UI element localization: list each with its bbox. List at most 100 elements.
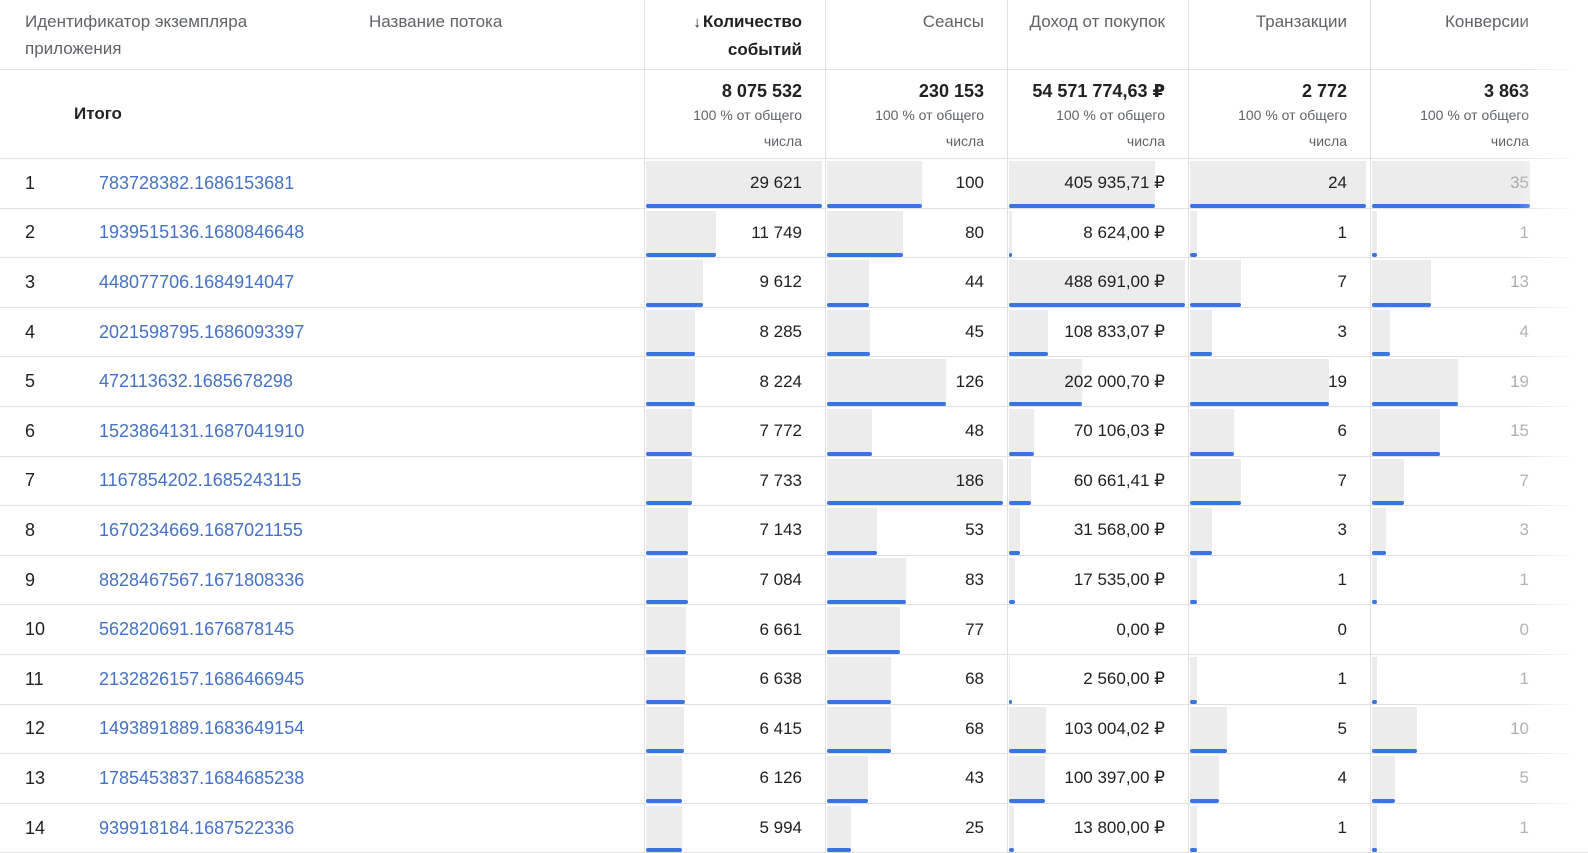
app-instance-id-link[interactable]: 1939515136.1680846648 [99,222,305,243]
cell-transactions: 3 [1188,307,1370,357]
col-header-purchase-revenue[interactable]: Доход от покупок [1007,0,1188,69]
cell-value: 3 [1519,520,1529,540]
app-instance-id-link[interactable]: 448077706.1684914047 [99,271,295,292]
value-bar-line [1372,798,1395,803]
cell-sessions: 83 [825,555,1007,605]
total-transactions: 2 772 100 % от общего числа [1188,70,1370,158]
cell-purchase-revenue: 17 535,00 ₽ [1007,555,1188,605]
cell-sessions: 44 [825,258,1007,307]
value-bar [1009,161,1155,206]
value-bar-line [646,600,688,605]
cell-transactions: 4 [1188,754,1370,803]
value-bar-line [1372,253,1377,258]
value-bar [646,805,682,851]
cell-value: 1 [1519,570,1529,590]
cell-value: 126 [955,371,984,391]
value-bar-line [1190,253,1197,258]
app-instance-id-link[interactable]: 8828467567.1671808336 [99,569,305,590]
cell-event-count: 7 733 [644,456,825,506]
value-bar-line [1372,203,1530,208]
col-header-label: Сеансы [922,12,984,31]
value-bar [646,607,686,652]
app-instance-id-link[interactable]: 2132826157.1686466945 [99,668,305,689]
cell-event-count: 11 749 [644,208,825,258]
app-instance-id-link[interactable]: 1493891889.1683649154 [99,718,305,739]
table-header: Идентификатор экземпляра приложения Назв… [0,0,1588,70]
col-header-sessions[interactable]: Сеансы [825,0,1007,69]
value-bar-line [646,550,688,555]
value-bar [1190,161,1366,206]
cell-value: 60 661,41 ₽ [1073,470,1165,490]
total-value: 2 772 [1301,81,1347,101]
value-bar [646,508,688,553]
table-row: 5 472113632.1685678298 8 224 126 202 000,70 … [0,357,1588,407]
cell-value: 7 143 [759,520,802,540]
cell-transactions: 1 [1188,208,1370,258]
cell-purchase-revenue: 31 568,00 ₽ [1007,506,1188,555]
value-bar [1009,458,1031,504]
value-bar-line [1190,798,1219,803]
app-instance-id-link[interactable]: 562820691.1676878145 [99,619,295,640]
value-bar-line [1009,699,1012,704]
cell-value: 405 935,71 ₽ [1064,173,1165,193]
app-instance-id-link[interactable]: 1167854202.1685243115 [99,470,302,491]
app-instance-id-link[interactable]: 783728382.1686153681 [99,172,295,193]
cell-value: 7 084 [759,570,802,590]
value-bar-line [1009,401,1082,406]
cell-transactions: 7 [1188,456,1370,506]
value-bar-line [646,699,685,704]
value-bar-line [646,451,692,456]
total-value: 3 863 [1483,81,1529,101]
value-bar [827,210,903,256]
cell-sessions: 80 [825,208,1007,258]
value-bar [827,458,1003,504]
col-header-transactions[interactable]: Транзакции [1188,0,1370,69]
value-bar-line [1190,501,1241,506]
cell-sessions: 68 [825,704,1007,754]
col-header-stream-name[interactable]: Название потока [369,12,503,31]
value-bar [1009,210,1012,256]
row-dimension-cell: 7 1167854202.1685243115 [0,457,644,506]
cell-conversions: 15 [1370,406,1588,456]
row-index: 9 [25,569,36,590]
cell-conversions: 0 [1370,605,1588,654]
col-header-app-instance-id[interactable]: Идентификатор экземпляра приложения [25,12,248,58]
cell-sessions: 53 [825,506,1007,555]
cell-value: 1 [1519,222,1529,242]
row-dimension-cell: 5 472113632.1685678298 [0,357,644,406]
cell-value: 80 [965,222,984,242]
value-bar [1372,210,1377,256]
total-purchase-revenue: 54 571 774,63 ₽ 100 % от общего числа [1007,70,1188,158]
cell-value: 68 [965,718,984,738]
value-bar [1372,508,1386,553]
cell-value: 5 994 [759,818,802,838]
value-bar [646,458,692,504]
value-bar-line [827,302,869,307]
cell-conversions: 1 [1370,208,1588,258]
col-header-event-count[interactable]: ↓ Количество событий [644,0,825,69]
value-bar-line [1190,451,1234,456]
app-instance-id-link[interactable]: 2021598795.1686093397 [99,321,305,342]
app-instance-id-link[interactable]: 472113632.1685678298 [99,371,293,392]
value-bar-line [827,401,946,406]
cell-purchase-revenue: 60 661,41 ₽ [1007,456,1188,506]
cell-purchase-revenue: 2 560,00 ₽ [1007,654,1188,704]
cell-value: 0 [1337,619,1347,639]
table-row: 13 1785453837.1684685238 6 126 43 100 397,00… [0,754,1588,804]
row-index: 1 [25,172,36,193]
app-instance-id-link[interactable]: 1670234669.1687021155 [99,519,303,540]
table-row: 12 1493891889.1683649154 6 415 68 103 004,02… [0,704,1588,755]
cell-value: 10 [1510,718,1529,738]
cell-value: 5 [1519,768,1529,788]
cell-value: 100 397,00 ₽ [1064,768,1165,788]
app-instance-id-link[interactable]: 939918184.1687522336 [99,817,295,838]
value-bar [1009,656,1010,702]
app-instance-id-link[interactable]: 1785453837.1684685238 [99,767,305,788]
value-bar [827,706,891,752]
cell-conversions: 1 [1370,555,1588,605]
col-header-label: Количество событий [702,12,802,59]
row-index: 7 [25,470,36,491]
row-dimension-cell: 11 2132826157.1686466945 [0,655,644,704]
app-instance-id-link[interactable]: 1523864131.1687041910 [99,420,305,441]
col-header-conversions[interactable]: Конверсии [1370,0,1588,69]
